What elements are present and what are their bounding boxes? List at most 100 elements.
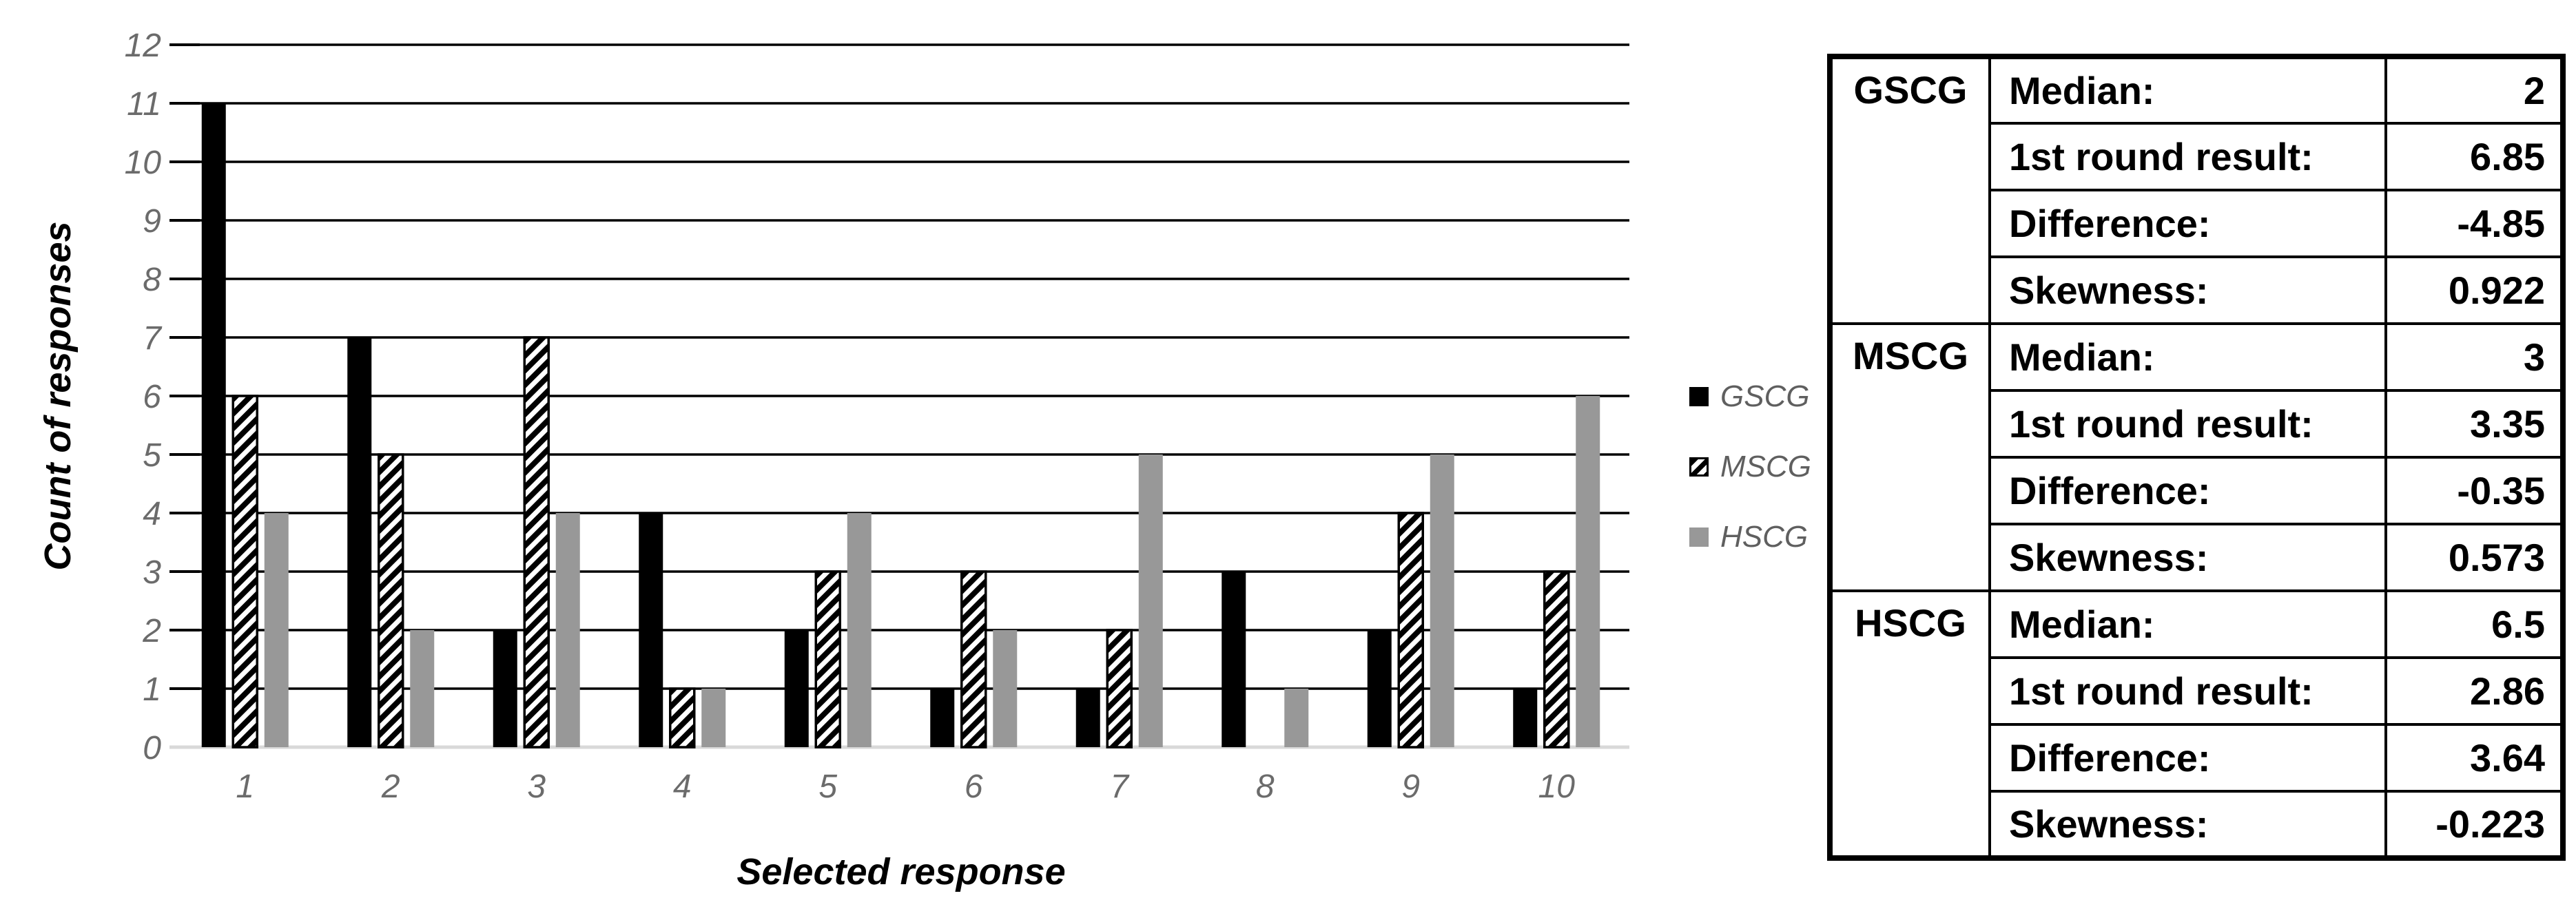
y-tick-label: 1 [143, 671, 161, 708]
y-tick-label: 8 [143, 262, 161, 298]
table-metric-label: Difference: [1988, 456, 2387, 525]
bar-gscg-1 [201, 103, 226, 747]
legend-label: HSCG [1720, 520, 1809, 554]
table-row: Skewness: 0.573 [1830, 523, 2564, 592]
bar-mscg-5 [814, 570, 841, 749]
table-row: Skewness: 0.922 [1830, 255, 2564, 325]
bar-gscg-2 [347, 337, 372, 747]
x-tick-label: 8 [1256, 769, 1275, 805]
table-metric-label: Skewness: [1988, 790, 2387, 859]
bar-mscg-1 [231, 395, 258, 749]
bar-hscg-9 [1430, 454, 1454, 747]
table-metric-value: 0.573 [2384, 523, 2564, 592]
bar-gscg-9 [1367, 630, 1392, 747]
legend-label: MSCG [1720, 450, 1811, 483]
bar-gscg-7 [1075, 689, 1100, 747]
table-metric-value: 2 [2384, 55, 2564, 125]
table-row: 1st round result: 3.35 [1830, 389, 2564, 459]
table-row: HSCG Median: 6.5 [1828, 589, 2564, 859]
x-tick-label: 4 [673, 769, 692, 805]
bar-mscg-7 [1106, 629, 1133, 749]
bar-hscg-6 [993, 630, 1018, 747]
bar-mscg-2 [378, 453, 404, 749]
x-axis-title: Selected response [736, 851, 1066, 892]
table-row: MSCG Median: 3 [1828, 322, 2564, 592]
legend-item-mscg: MSCG [1689, 449, 1811, 485]
table-metric-value: 2.86 [2384, 656, 2564, 726]
legend-item-gscg: GSCG [1689, 379, 1811, 415]
bar-mscg-3 [523, 336, 550, 749]
gscg-swatch-icon [1689, 387, 1709, 406]
legend-label: GSCG [1720, 379, 1810, 413]
bar-mscg-9 [1397, 512, 1424, 749]
bar-mscg-10 [1543, 570, 1570, 749]
bar-gscg-6 [930, 689, 955, 747]
bar-hscg-3 [555, 513, 580, 747]
bar-hscg-2 [410, 630, 435, 747]
table-row: Difference: -4.85 [1830, 189, 2564, 258]
bar-gscg-8 [1222, 572, 1246, 747]
table-row: 1st round result: 6.85 [1830, 122, 2564, 191]
y-axis-title: Count of responses [37, 221, 79, 571]
x-tick-label: 2 [381, 769, 400, 805]
y-tick-label: 4 [143, 496, 161, 532]
bar-hscg-4 [701, 689, 726, 747]
x-tick-label: 7 [1110, 769, 1130, 805]
y-tick-label: 3 [143, 554, 161, 591]
table-metric-value: -0.223 [2384, 790, 2564, 859]
bar-gscg-10 [1513, 689, 1538, 747]
table-metric-value: 0.922 [2384, 255, 2564, 325]
hscg-swatch-icon [1689, 527, 1709, 547]
y-tick-label: 12 [125, 28, 161, 64]
table-metric-label: 1st round result: [1988, 122, 2387, 191]
table-metric-label: 1st round result: [1988, 656, 2387, 726]
y-tick-label: 10 [125, 145, 162, 181]
bar-mscg-4 [669, 687, 696, 749]
table-metric-value: 3.35 [2384, 389, 2564, 459]
bar-gscg-4 [639, 513, 663, 747]
y-tick-label: 5 [143, 437, 161, 474]
x-tick-label: 5 [818, 769, 837, 805]
y-tick-label: 11 [127, 86, 161, 123]
table-metric-label: Difference: [1988, 189, 2387, 258]
table-metric-label: Difference: [1988, 723, 2387, 793]
table-metric-value: 3.64 [2384, 723, 2564, 793]
x-tick-label: 1 [236, 769, 254, 805]
table-metric-label: Median: [1988, 55, 2387, 125]
bar-hscg-1 [264, 513, 289, 747]
table-metric-label: Skewness: [1988, 523, 2387, 592]
table-metric-label: Median: [1988, 322, 2387, 392]
table-row: Skewness: -0.223 [1830, 790, 2564, 859]
x-tick-label: 3 [527, 769, 546, 805]
table-metric-label: Median: [1988, 589, 2387, 659]
table-row: GSCG Median: 2 [1828, 55, 2564, 325]
bar-hscg-5 [847, 513, 872, 747]
bar-hscg-8 [1284, 689, 1309, 747]
table-row: Difference: -0.35 [1830, 456, 2564, 525]
table-metric-value: -0.35 [2384, 456, 2564, 525]
table-group-name: GSCG [1828, 55, 1991, 325]
y-tick-label: 9 [143, 203, 161, 240]
x-tick-label: 10 [1538, 769, 1576, 805]
bar-gscg-3 [493, 630, 517, 747]
table-row: 1st round result: 2.86 [1830, 656, 2564, 726]
bar-hscg-7 [1138, 454, 1163, 747]
table-row: Difference: 3.64 [1830, 723, 2564, 793]
table-metric-value: -4.85 [2384, 189, 2564, 258]
table-metric-value: 6.5 [2384, 589, 2564, 659]
x-tick-label: 9 [1401, 769, 1420, 805]
chart-legend: GSCG MSCG HSCG [1689, 379, 1811, 555]
table-metric-label: 1st round result: [1988, 389, 2387, 459]
y-tick-label: 0 [143, 730, 161, 766]
table-metric-label: Skewness: [1988, 255, 2387, 325]
table-group-name: HSCG [1828, 589, 1991, 859]
legend-item-hscg: HSCG [1689, 519, 1811, 555]
mscg-swatch-icon [1689, 457, 1709, 477]
table-metric-value: 3 [2384, 322, 2564, 392]
y-tick-label: 6 [143, 379, 161, 415]
bar-mscg-6 [960, 570, 987, 749]
y-tick-label: 2 [142, 613, 161, 649]
table-metric-value: 6.85 [2384, 122, 2564, 191]
